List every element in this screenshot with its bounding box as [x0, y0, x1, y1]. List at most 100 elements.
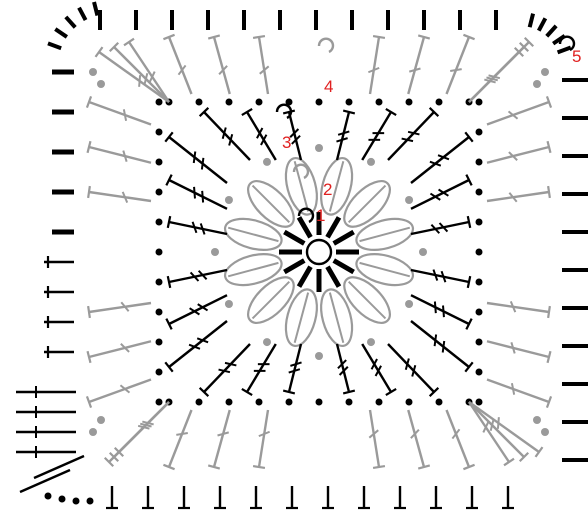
- puff-stitch: [343, 180, 391, 228]
- chain-stitch: [533, 80, 541, 88]
- round-4-stitches: [85, 33, 553, 471]
- round-5-start-mark: [558, 35, 576, 52]
- stitch-top-bar: [86, 350, 92, 364]
- stitch-top-bar: [165, 174, 173, 186]
- puff-stem: [328, 292, 345, 344]
- chain-stitch: [533, 416, 541, 424]
- chain-stitch: [195, 398, 203, 406]
- treble-crochet: [407, 409, 431, 470]
- stitch-top-bar: [207, 34, 221, 40]
- chain-stitch: [475, 368, 483, 376]
- treble-crochet: [282, 109, 303, 161]
- chain-stitch: [155, 128, 163, 136]
- stitch-top-bar: [207, 464, 221, 470]
- stitch-stem: [410, 320, 470, 368]
- stitch-top-bar: [87, 305, 91, 319]
- puff-stitch: [320, 288, 354, 348]
- stitch-stem: [486, 100, 550, 126]
- treble-crochet: [361, 343, 397, 397]
- treble-crochet: [468, 401, 515, 467]
- stitch-top-bar: [342, 109, 356, 115]
- stitch-stem: [245, 111, 277, 161]
- treble-crochet: [486, 340, 552, 364]
- stitch-slash: [228, 133, 234, 146]
- stitch-stem: [410, 220, 470, 236]
- stitch-slash: [370, 358, 378, 370]
- stitch-stem: [486, 190, 550, 203]
- treble-crochet: [410, 320, 474, 373]
- puff-stem: [328, 160, 345, 212]
- stitch-stem: [168, 178, 228, 210]
- puff-stitch: [284, 288, 318, 348]
- half-double-crochet: [54, 27, 69, 39]
- double-crochet: [16, 426, 76, 438]
- treble-crochet: [335, 343, 356, 395]
- stitch-stem: [168, 320, 228, 368]
- half-double-crochet: [537, 17, 548, 32]
- stitch-top-bar: [503, 457, 515, 467]
- stitch-slash: [401, 137, 414, 143]
- stitch-slash: [440, 270, 447, 283]
- stitch-top-bar: [87, 185, 91, 199]
- treble-crochet: [486, 95, 553, 126]
- chain-stitch: [255, 398, 263, 406]
- treble-crochet: [85, 378, 152, 409]
- round-label-1: 1: [316, 206, 325, 225]
- stitch-slash: [189, 307, 200, 316]
- half-double-crochet: [142, 486, 154, 510]
- stitch-top-bar: [547, 305, 551, 319]
- stitch-stem: [168, 220, 228, 236]
- chain-stitch: [255, 98, 263, 106]
- stitch-stem: [168, 294, 228, 326]
- stitch-stem: [88, 190, 152, 203]
- chain-stitch: [375, 98, 383, 106]
- stitch-slash: [122, 150, 128, 163]
- stitch-stem: [486, 378, 550, 404]
- stitch-top-bar: [534, 446, 544, 458]
- stitch-slash: [338, 366, 349, 376]
- stitch-stem: [203, 343, 251, 393]
- stitch-stem: [168, 136, 228, 184]
- stitch-top-bar: [466, 215, 472, 229]
- half-double-crochet: [178, 486, 190, 510]
- stitch-stem: [167, 36, 193, 95]
- stitch-slash: [368, 429, 379, 439]
- stitch-slash: [221, 127, 227, 140]
- treble-crochet: [163, 33, 193, 95]
- treble-crochet: [361, 107, 397, 161]
- stitch-top-bar: [166, 215, 172, 229]
- half-double-crochet: [527, 13, 536, 28]
- stitch-stem: [361, 343, 393, 393]
- stitch-top-bar: [113, 446, 125, 458]
- chain-stitch: [435, 398, 443, 406]
- chain-stitch: [475, 158, 483, 166]
- round-label-3: 3: [282, 133, 291, 152]
- stitch-slash: [441, 340, 446, 353]
- half-double-crochet: [92, 1, 100, 17]
- stitch-slash: [176, 431, 188, 436]
- double-crochet-spoke: [283, 258, 306, 275]
- stitch-slash: [142, 420, 154, 426]
- stitch-slash: [120, 343, 130, 353]
- stitch-stem: [368, 409, 381, 468]
- stitch-slash: [119, 384, 131, 394]
- chain-stitch: [541, 428, 549, 436]
- stitch-stem: [167, 409, 193, 468]
- chain-stitch: [44, 492, 52, 500]
- stitch-stem: [335, 111, 351, 161]
- half-double-crochet: [358, 486, 370, 510]
- stitch-slash: [120, 301, 130, 312]
- half-double-crochet: [214, 486, 226, 510]
- chain-stitch: [345, 98, 353, 106]
- half-double-crochet: [430, 486, 442, 510]
- treble-crochet: [108, 41, 170, 103]
- stitch-top-bar: [165, 318, 173, 330]
- treble-crochet: [486, 140, 552, 164]
- round-start-marks: [275, 35, 576, 224]
- chain-stitch: [475, 338, 483, 346]
- chain-stitch: [315, 398, 323, 406]
- stitch-slash: [218, 368, 231, 374]
- stitch-slash: [437, 154, 450, 161]
- round-5-stitches: [16, 1, 588, 510]
- stitch-slash: [507, 110, 519, 120]
